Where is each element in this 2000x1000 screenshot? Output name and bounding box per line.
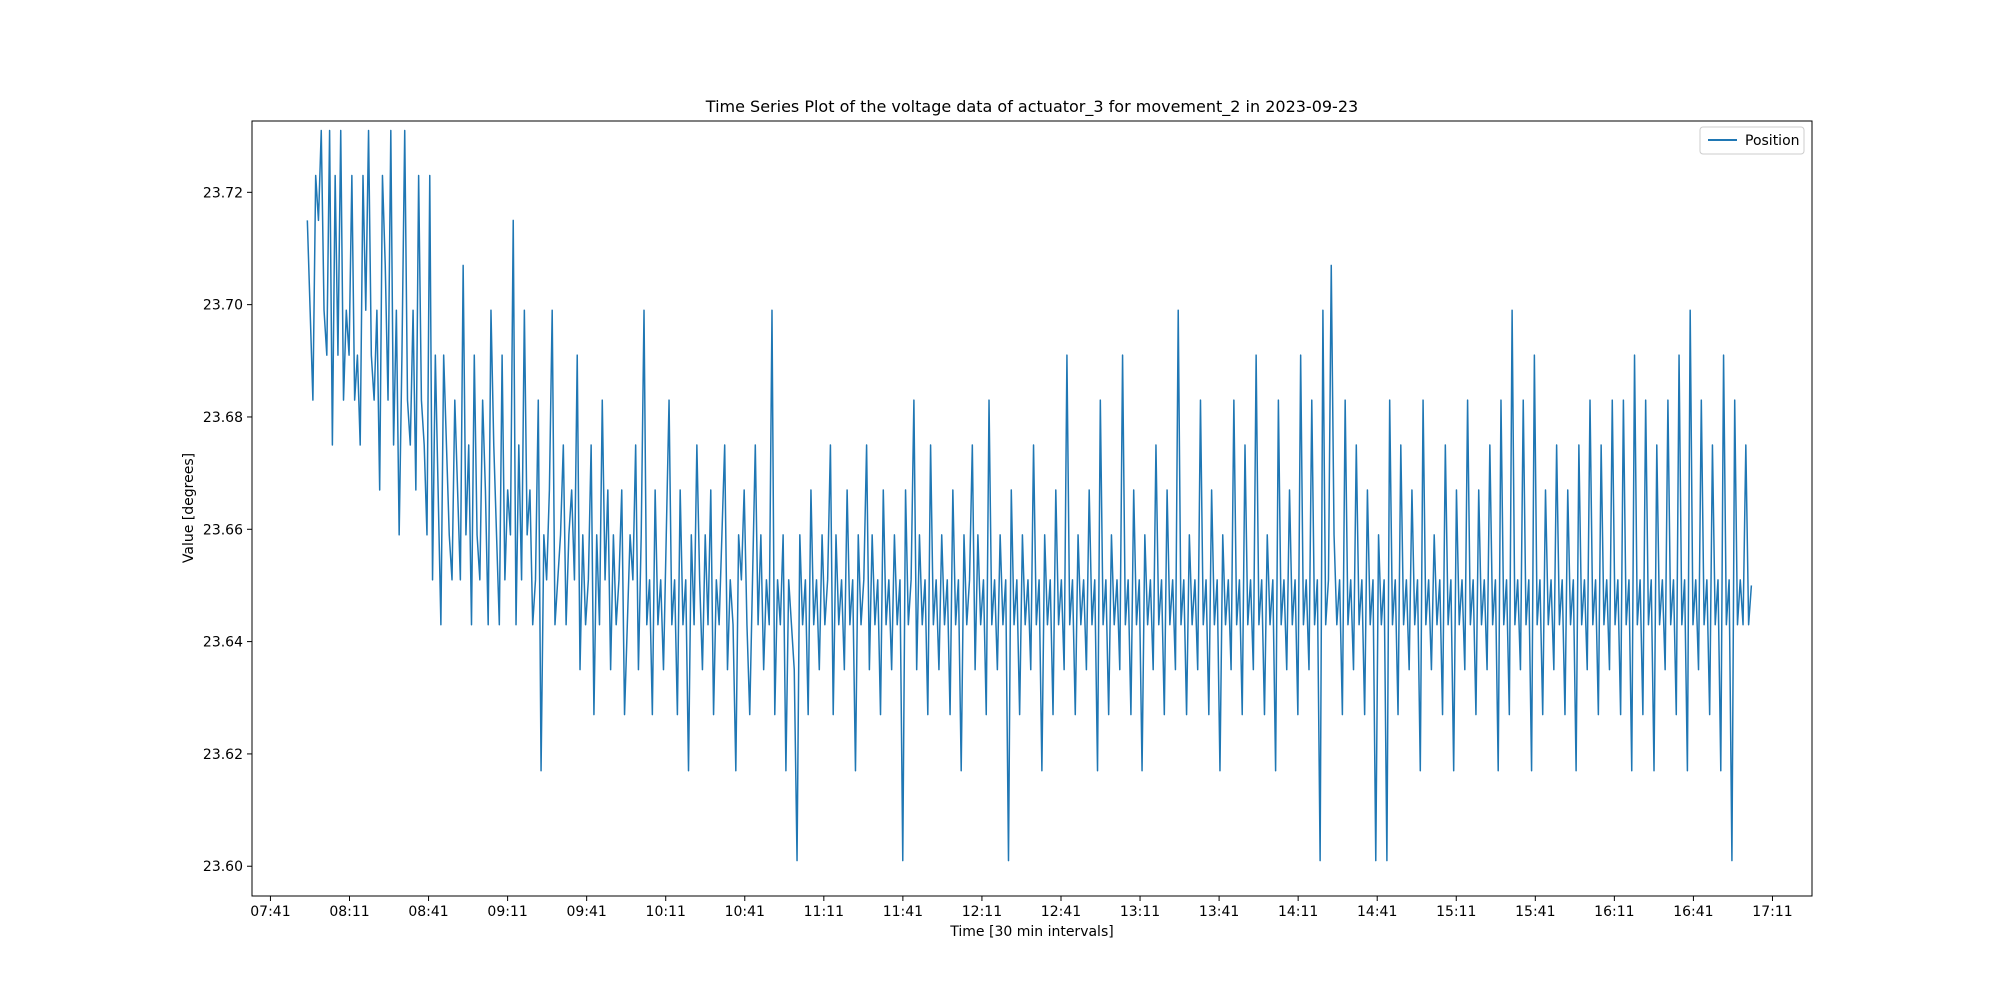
y-tick-label: 23.66 — [203, 522, 243, 538]
legend-label-position: Position — [1745, 133, 1800, 149]
x-tick-label: 08:41 — [408, 904, 448, 920]
y-tick-label: 23.72 — [203, 185, 243, 201]
plot-area — [252, 121, 1812, 896]
x-tick-label: 13:11 — [1120, 904, 1160, 920]
x-tick-label: 13:41 — [1199, 904, 1239, 920]
x-tick-label: 08:11 — [329, 904, 369, 920]
x-tick-label: 11:41 — [883, 904, 923, 920]
x-tick-label: 09:41 — [566, 904, 606, 920]
y-tick-label: 23.60 — [203, 859, 243, 875]
y-tick-label: 23.64 — [203, 635, 243, 651]
x-tick-label: 10:41 — [725, 904, 765, 920]
y-axis-ticks: 23.60 23.62 23.64 23.66 23.68 23.70 23.72 — [203, 185, 252, 875]
x-tick-label: 15:11 — [1436, 904, 1476, 920]
y-tick-label: 23.70 — [203, 298, 243, 314]
y-tick-label: 23.68 — [203, 410, 243, 426]
x-tick-label: 07:41 — [250, 904, 290, 920]
x-tick-label: 09:11 — [487, 904, 527, 920]
x-tick-label: 14:41 — [1357, 904, 1397, 920]
y-axis-label: Value [degrees] — [181, 453, 197, 563]
legend-box — [1699, 126, 1805, 155]
x-tick-label: 16:41 — [1673, 904, 1713, 920]
data-layer — [306, 129, 1753, 862]
legend: Position — [1699, 126, 1805, 155]
y-tick-label: 23.62 — [203, 747, 243, 763]
chart-title: Time Series Plot of the voltage data of … — [705, 97, 1358, 117]
x-axis-ticks: 07:41 08:11 08:41 09:11 09:41 10:11 10:41 11:11… — [250, 896, 1793, 920]
plot-frame — [251, 120, 1813, 897]
x-tick-label: 17:11 — [1752, 904, 1792, 920]
x-axis-label: Time [30 min intervals] — [949, 924, 1113, 940]
x-tick-label: 12:41 — [1041, 904, 1081, 920]
x-tick-label: 15:41 — [1515, 904, 1555, 920]
x-tick-label: 12:11 — [962, 904, 1002, 920]
series-line-position — [306, 129, 1753, 862]
x-tick-label: 10:11 — [646, 904, 686, 920]
x-tick-label: 14:11 — [1278, 904, 1318, 920]
x-tick-label: 11:11 — [804, 904, 844, 920]
x-tick-label: 16:11 — [1594, 904, 1634, 920]
